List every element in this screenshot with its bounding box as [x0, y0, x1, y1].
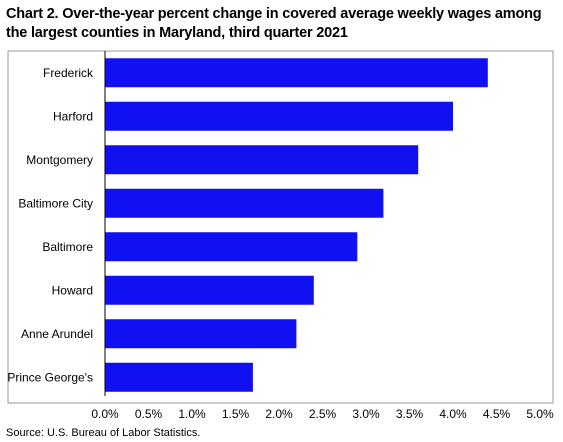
category-label: Baltimore City	[18, 196, 93, 210]
x-tick-label: 0.0%	[91, 407, 119, 421]
bar-baltimore-city	[105, 188, 384, 218]
x-tick-label: 5.0%	[526, 407, 554, 421]
bar-frederick	[105, 58, 488, 88]
x-tick-label: 3.5%	[396, 407, 424, 421]
x-tick-label: 3.0%	[352, 407, 380, 421]
category-label: Anne Arundel	[21, 327, 93, 341]
bar-prince-george-s	[105, 362, 253, 392]
x-tick-label: 4.0%	[439, 407, 467, 421]
x-tick-label: 1.5%	[222, 407, 250, 421]
category-label: Frederick	[43, 66, 94, 80]
category-label: Baltimore	[42, 240, 93, 254]
category-label: Howard	[52, 283, 93, 297]
source-note: Source: U.S. Bureau of Labor Statistics.	[6, 427, 201, 439]
x-tick-label: 2.5%	[309, 407, 337, 421]
x-tick-label: 1.0%	[178, 407, 206, 421]
x-tick-label: 0.5%	[135, 407, 163, 421]
plot-frame	[7, 50, 554, 404]
category-label: Montgomery	[26, 153, 93, 167]
bar-baltimore	[105, 232, 358, 262]
bar-anne-arundel	[105, 319, 297, 349]
bar-montgomery	[105, 145, 419, 175]
x-tick-label: 4.5%	[483, 407, 511, 421]
bar-harford	[105, 101, 453, 131]
category-label: Harford	[53, 109, 93, 123]
bar-howard	[105, 275, 314, 305]
x-tick-label: 2.0%	[265, 407, 293, 421]
category-label: Prince George's	[7, 370, 93, 384]
chart-title: Chart 2. Over-the-year percent change in…	[6, 6, 542, 41]
